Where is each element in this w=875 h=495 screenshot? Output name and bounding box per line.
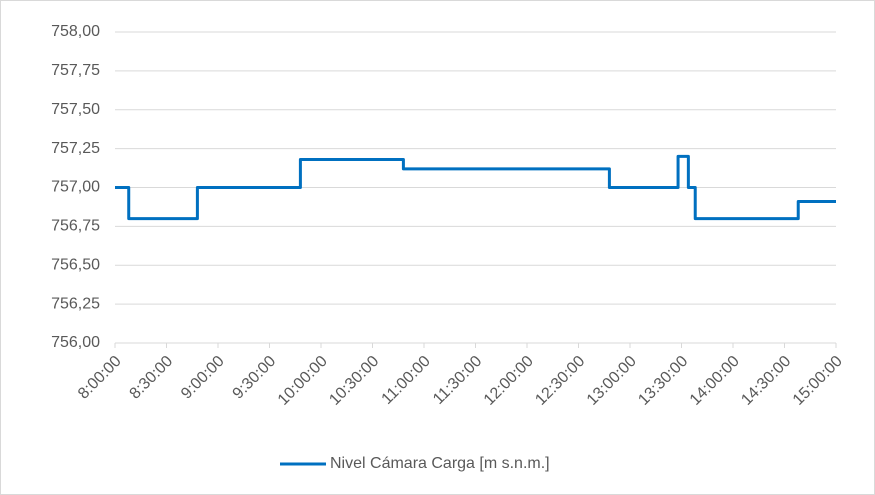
y-tick-label: 757,25	[51, 140, 100, 157]
series-line	[115, 154, 836, 221]
y-tick-label: 756,25	[51, 295, 100, 312]
y-tick-label: 757,50	[51, 101, 100, 118]
y-tick-label: 757,75	[51, 62, 100, 79]
y-tick-label: 756,50	[51, 256, 100, 273]
y-tick-label: 756,00	[51, 334, 100, 351]
y-tick-label: 757,00	[51, 179, 100, 196]
y-tick-label: 756,75	[51, 218, 100, 235]
legend-label: Nivel Cámara Carga [m s.n.m.]	[330, 455, 550, 472]
y-tick-label: 758,00	[51, 23, 100, 40]
